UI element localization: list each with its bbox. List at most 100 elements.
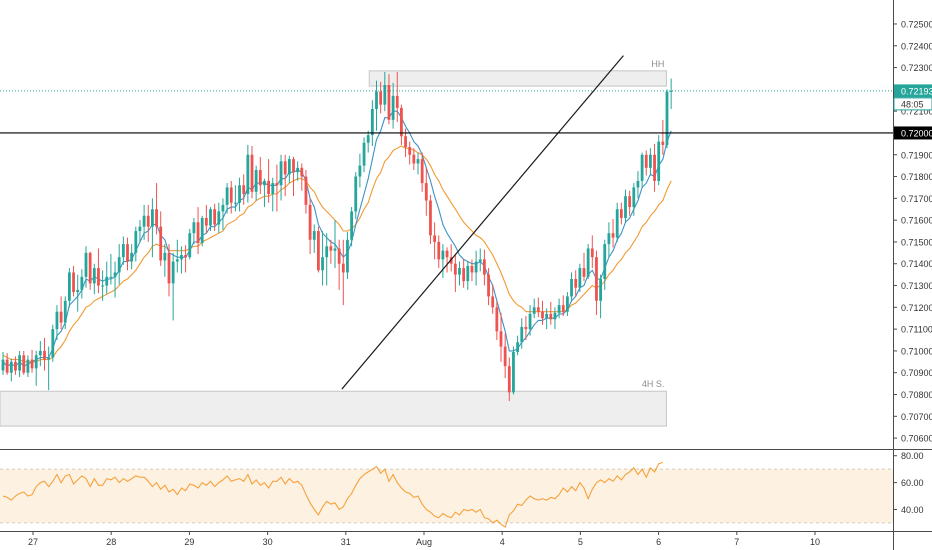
candle [292, 156, 295, 197]
time-tick-label: 6 [656, 537, 661, 547]
candle-body [424, 183, 428, 201]
candle-body [246, 154, 250, 194]
candle-body [503, 346, 507, 367]
candle [578, 263, 582, 293]
zone-0 [368, 70, 667, 87]
candle-body [362, 142, 366, 166]
candle-body [84, 252, 88, 277]
candle-body [229, 187, 233, 203]
candle [487, 268, 490, 306]
candle-body [196, 222, 200, 244]
candle [126, 237, 129, 271]
candle [441, 244, 445, 278]
zone-label-1: 4H S. [642, 379, 665, 389]
time-tick-label: 27 [28, 537, 38, 547]
candle [180, 246, 183, 274]
candle-body [63, 300, 67, 323]
rsi-tick-label: 80.00 [901, 451, 924, 461]
candle [55, 305, 59, 341]
candle-body [541, 311, 544, 319]
candle [541, 300, 544, 325]
candle [72, 265, 75, 297]
candle [644, 150, 648, 176]
candle [649, 148, 652, 175]
candle-body [420, 159, 424, 184]
candle-body [366, 135, 370, 143]
candle-body [304, 176, 308, 205]
ema-fast-line [2, 110, 672, 367]
candle-body [333, 248, 337, 251]
candle-body [287, 159, 291, 175]
candle-body [391, 95, 395, 120]
candle-body [213, 209, 217, 225]
candle-body [466, 265, 470, 282]
candle-body [557, 305, 561, 313]
candle-body [404, 136, 407, 148]
candle-body [520, 326, 524, 343]
candle [304, 170, 308, 214]
candle-body [76, 289, 80, 293]
candle [171, 252, 175, 321]
candle [470, 259, 474, 282]
candle [209, 207, 212, 232]
candle-body [142, 215, 146, 227]
candle-body [395, 95, 399, 108]
candle-body [43, 350, 46, 360]
last-price-tag [894, 84, 932, 98]
candle-body [1, 359, 5, 371]
candle-body [188, 233, 192, 258]
candle [22, 350, 26, 375]
candle-body [200, 217, 204, 244]
candle [117, 244, 121, 285]
candle [640, 152, 644, 188]
candle [138, 220, 142, 242]
candle-body [387, 85, 391, 120]
candle-body [192, 222, 196, 234]
candle-body [341, 263, 345, 273]
candle [109, 253, 113, 285]
candle [362, 137, 366, 173]
candle [466, 261, 470, 290]
candle-body [445, 250, 449, 258]
candle [566, 292, 569, 317]
candle-body [437, 241, 441, 260]
candle [188, 228, 192, 260]
candle-body [516, 342, 519, 353]
candle [491, 284, 495, 314]
time-tick-label: Aug [416, 537, 432, 547]
candle [424, 167, 428, 216]
candle [80, 269, 84, 299]
candle [38, 341, 42, 367]
candle [595, 250, 598, 315]
candle-body [34, 355, 38, 369]
zone-1 [0, 390, 667, 427]
candle-body [669, 90, 673, 92]
candle-body [375, 91, 378, 109]
candle-body [30, 359, 34, 369]
candle [528, 305, 532, 336]
candle [358, 153, 362, 188]
candle [204, 204, 208, 234]
candle-body [483, 259, 486, 275]
time-tick-label: 29 [184, 537, 194, 547]
candle-body [619, 209, 623, 218]
candle [503, 333, 507, 379]
candle [200, 215, 204, 247]
candle [632, 183, 636, 216]
candle [97, 248, 100, 294]
candle-body [72, 272, 75, 293]
candle [192, 217, 196, 245]
candle [536, 297, 540, 318]
candle-body [105, 276, 109, 286]
candle-body [92, 268, 96, 284]
countdown-label: 48:05 [901, 99, 924, 109]
candle [512, 346, 515, 395]
candle-body [640, 154, 644, 181]
candle [653, 143, 656, 192]
candle [354, 172, 358, 220]
candle [59, 296, 63, 330]
price-tick-label: 0.71000 [901, 346, 932, 356]
candle-body [408, 147, 412, 155]
